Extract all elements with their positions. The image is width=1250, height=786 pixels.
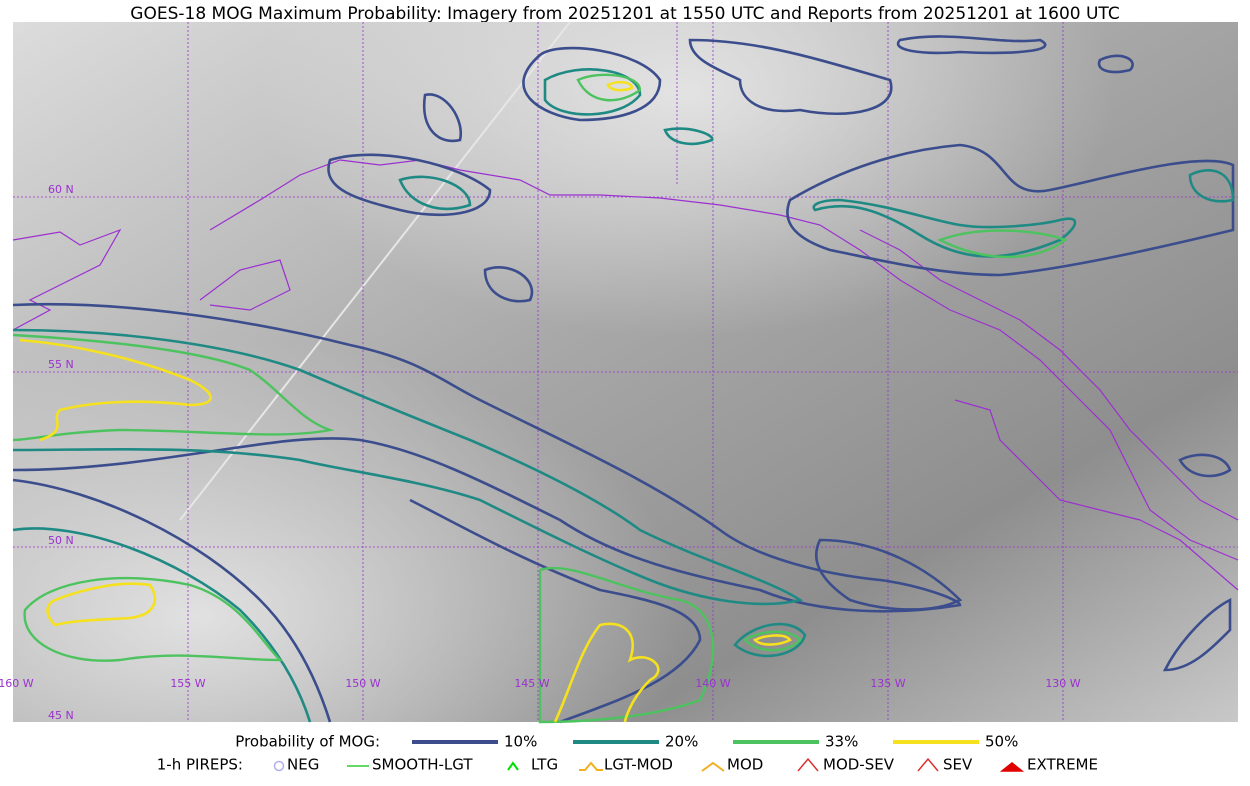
lat-label: 50 N — [48, 534, 74, 547]
probability-contours — [12, 35, 1235, 724]
legend-title: Probability of MOG: — [235, 733, 380, 751]
lat-label: 55 N — [48, 358, 74, 371]
lon-label: 130 W — [1045, 677, 1080, 690]
legend-symbol — [999, 762, 1025, 772]
legend-label: 50% — [985, 733, 1018, 751]
legend-symbol — [273, 760, 285, 772]
legend-label: 20% — [665, 733, 698, 751]
lon-label: 140 W — [695, 677, 730, 690]
legend-label: LGT-MOD — [604, 756, 673, 774]
legend-label: SEV — [943, 756, 973, 774]
latitude-labels: 60 N 55 N 50 N 45 N — [48, 183, 74, 722]
legend-label: 33% — [825, 733, 858, 751]
legend-symbol — [917, 757, 939, 772]
lon-label: 150 W — [345, 677, 380, 690]
legend-symbol — [797, 757, 819, 772]
legend-symbol — [507, 761, 519, 771]
lon-label: 155 W — [170, 677, 205, 690]
legend-symbol — [579, 761, 603, 771]
legend-symbol — [701, 761, 725, 772]
lat-label: 45 N — [48, 709, 74, 722]
legend-label: MOD — [727, 756, 763, 774]
legend-label: MOD-SEV — [823, 756, 895, 774]
lon-label: 135 W — [870, 677, 905, 690]
legend-label: NEG — [287, 756, 319, 774]
longitude-labels: 160 W 155 W 150 W 145 W 140 W 135 W 130 … — [0, 677, 1081, 690]
legend: Probability of MOG: 1-h PIREPS: 10% 20% 33… — [157, 733, 1098, 774]
map: 60 N 55 N 50 N 45 N 160 W 155 W 150 W 14… — [0, 21, 1239, 724]
lat-label: 60 N — [48, 183, 74, 196]
title: GOES-18 MOG Maximum Probability: Imagery… — [130, 4, 1119, 24]
lon-label: 145 W — [514, 677, 549, 690]
lon-label: 160 W — [0, 677, 34, 690]
legend-label: 10% — [504, 733, 537, 751]
legend-label: EXTREME — [1027, 756, 1098, 774]
legend-title: 1-h PIREPS: — [157, 756, 243, 774]
legend-label: LTG — [531, 756, 558, 774]
grid — [13, 22, 1238, 722]
legend-label: SMOOTH-LGT — [372, 756, 473, 774]
